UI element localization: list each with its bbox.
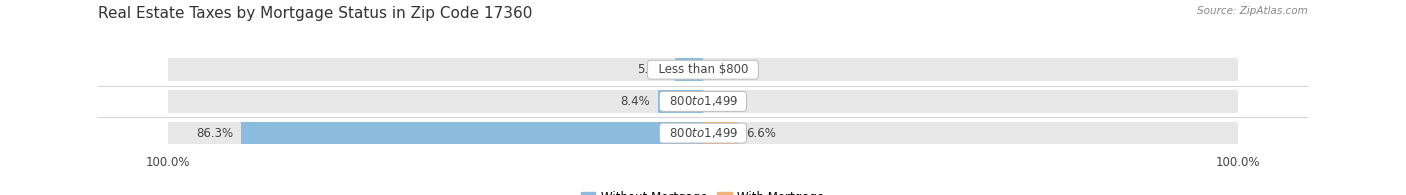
Text: $800 to $1,499: $800 to $1,499 (662, 126, 744, 140)
Bar (703, 90, 1239, 113)
Bar (167, 122, 703, 144)
Text: 5.3%: 5.3% (637, 63, 666, 76)
Bar (242, 122, 703, 144)
Text: 0.0%: 0.0% (711, 95, 741, 108)
Text: Real Estate Taxes by Mortgage Status in Zip Code 17360: Real Estate Taxes by Mortgage Status in … (98, 6, 533, 21)
Text: Less than $800: Less than $800 (651, 63, 755, 76)
Text: 8.4%: 8.4% (620, 95, 650, 108)
Bar (703, 122, 1239, 144)
Bar (658, 90, 703, 113)
Text: 6.6%: 6.6% (747, 127, 776, 140)
Bar (703, 58, 1239, 81)
Text: 0.0%: 0.0% (711, 63, 741, 76)
Text: 86.3%: 86.3% (195, 127, 233, 140)
Text: $800 to $1,499: $800 to $1,499 (662, 94, 744, 108)
Bar (703, 122, 738, 144)
Bar (167, 58, 703, 81)
Bar (167, 90, 703, 113)
Bar (675, 58, 703, 81)
Text: Source: ZipAtlas.com: Source: ZipAtlas.com (1197, 6, 1308, 16)
Legend: Without Mortgage, With Mortgage: Without Mortgage, With Mortgage (576, 187, 830, 195)
